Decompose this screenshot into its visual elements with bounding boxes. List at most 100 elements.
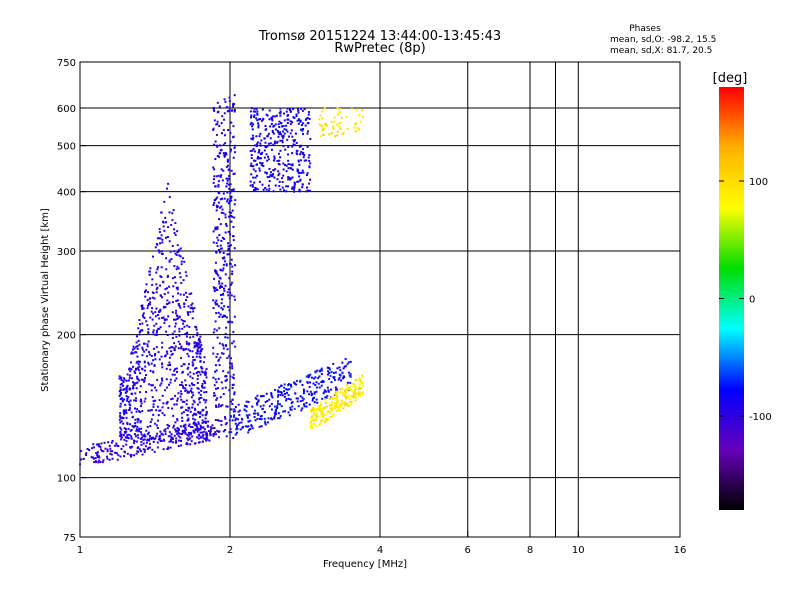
data-point	[159, 284, 162, 287]
data-point	[204, 370, 207, 373]
data-point	[280, 122, 283, 125]
data-point	[202, 437, 205, 440]
data-point	[343, 389, 346, 392]
data-point	[247, 400, 250, 403]
data-point	[278, 184, 281, 187]
data-point	[205, 376, 208, 379]
data-point	[156, 441, 159, 444]
data-point	[194, 413, 197, 416]
data-point	[334, 405, 337, 408]
data-point	[229, 262, 232, 265]
data-point	[153, 438, 156, 441]
data-point	[231, 398, 234, 401]
data-point	[164, 428, 167, 431]
data-point	[334, 402, 337, 405]
data-point	[301, 152, 304, 155]
data-point	[178, 330, 181, 333]
data-point	[342, 393, 345, 396]
data-point	[205, 367, 208, 370]
data-point	[127, 427, 130, 430]
data-point	[180, 347, 183, 350]
data-point	[221, 387, 224, 390]
data-point	[176, 317, 179, 320]
data-point	[230, 415, 233, 418]
data-point	[314, 412, 317, 415]
data-point	[164, 319, 167, 322]
data-point	[222, 393, 225, 396]
data-point	[198, 433, 201, 436]
data-point	[269, 142, 272, 145]
data-point	[332, 362, 335, 365]
data-point	[291, 145, 294, 148]
data-point	[234, 433, 237, 436]
data-point	[227, 294, 230, 297]
data-point	[165, 257, 168, 260]
data-point	[298, 172, 301, 175]
data-point	[282, 112, 285, 115]
data-point	[158, 358, 161, 361]
data-point	[123, 427, 126, 430]
data-point	[218, 124, 221, 127]
data-point	[233, 94, 236, 97]
data-point	[352, 394, 355, 397]
data-point	[319, 123, 322, 126]
data-point	[174, 421, 177, 424]
data-point	[130, 411, 133, 414]
data-point	[265, 146, 268, 149]
data-point	[208, 432, 211, 435]
data-point	[312, 419, 315, 422]
data-point	[301, 399, 304, 402]
x-axis-label: Frequency [MHz]	[323, 559, 407, 570]
data-point	[152, 440, 155, 443]
data-point	[141, 410, 144, 413]
data-point	[214, 431, 217, 434]
data-point	[260, 414, 263, 417]
data-point	[133, 433, 136, 436]
data-point	[132, 365, 135, 368]
data-point	[339, 128, 342, 131]
data-point	[164, 306, 167, 309]
data-point	[130, 445, 133, 448]
data-point	[225, 263, 228, 266]
data-point	[199, 349, 202, 352]
data-point	[257, 399, 260, 402]
data-point	[291, 401, 294, 404]
data-point	[362, 375, 365, 378]
data-point	[160, 362, 163, 365]
data-point	[229, 244, 232, 247]
data-point	[282, 410, 285, 413]
data-point	[272, 132, 275, 135]
data-point	[195, 372, 198, 375]
data-point	[146, 433, 149, 436]
data-point	[357, 391, 360, 394]
data-point	[124, 391, 127, 394]
data-point	[300, 171, 303, 174]
data-point	[306, 116, 309, 119]
data-point	[214, 433, 217, 436]
data-point	[173, 231, 176, 234]
data-point	[125, 436, 128, 439]
data-point	[204, 382, 207, 385]
data-point	[148, 303, 151, 306]
data-point	[215, 242, 218, 245]
data-point	[340, 379, 343, 382]
data-point	[168, 356, 171, 359]
data-point	[313, 408, 316, 411]
data-point	[225, 264, 228, 267]
data-point	[274, 184, 277, 187]
data-point	[340, 405, 343, 408]
data-point	[183, 302, 186, 305]
data-point	[276, 129, 279, 132]
data-point	[151, 283, 154, 286]
data-point	[260, 162, 263, 165]
data-point	[175, 440, 178, 443]
data-point	[205, 410, 208, 413]
data-point	[320, 369, 323, 372]
data-point	[193, 307, 196, 310]
data-point	[190, 431, 193, 434]
data-point	[354, 386, 357, 389]
data-point	[321, 397, 324, 400]
data-point	[265, 153, 268, 156]
data-point	[362, 115, 365, 118]
